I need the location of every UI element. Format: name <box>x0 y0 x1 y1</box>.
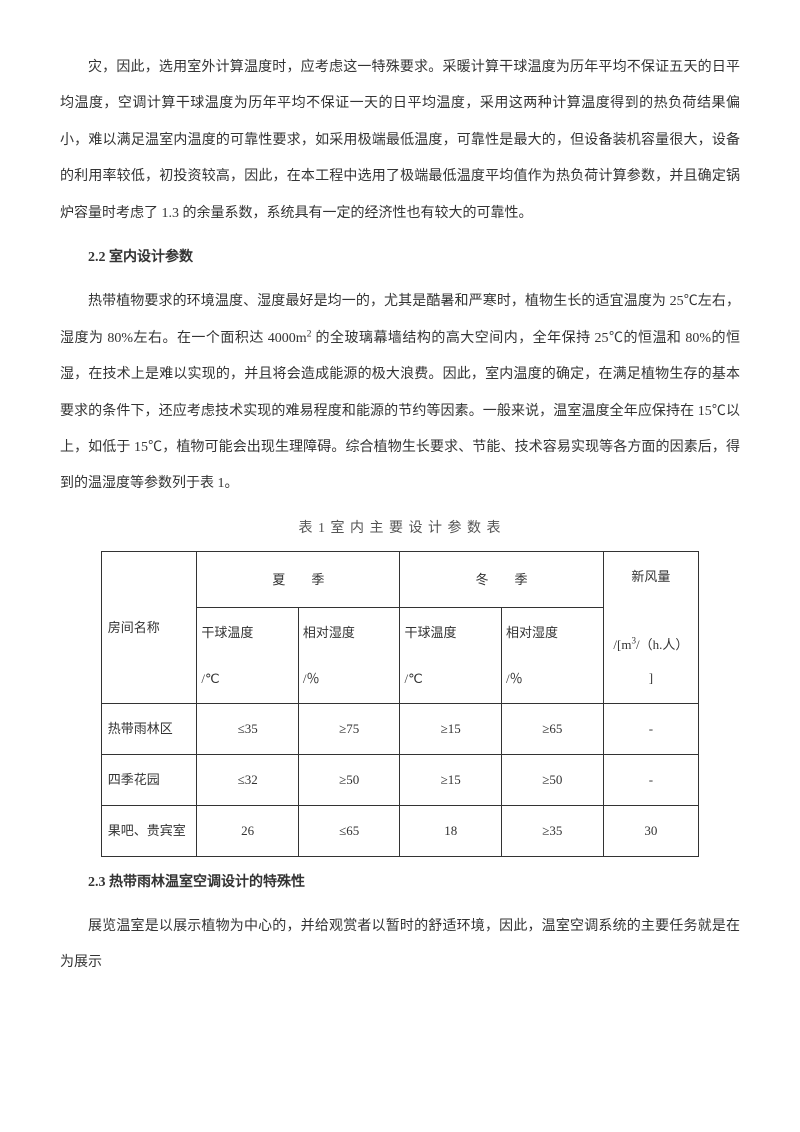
cell-srh-1: ≥50 <box>298 755 400 806</box>
fresh-air-unit-c: ] <box>649 670 653 685</box>
summer-rh-label: 相对湿度 <box>303 625 355 640</box>
para2-part-b: 的全玻璃幕墙结构的高大空间内，全年保持 25℃的恒温和 80%的恒湿，在技术上是… <box>60 331 740 492</box>
col-summer-rh: 相对湿度 /％ <box>298 608 400 704</box>
col-room: 房间名称 <box>101 552 197 704</box>
paragraph-2: 热带植物要求的环境温度、湿度最好是均一的，尤其是酷暑和严寒时，植物生长的适宜温度… <box>60 284 740 502</box>
cell-room-0: 热带雨林区 <box>101 704 197 755</box>
col-fresh-air: 新风量 /[m3/（h.人） ] <box>603 552 699 704</box>
table-row: 热带雨林区 ≤35 ≥75 ≥15 ≥65 - <box>101 704 698 755</box>
col-summer: 夏 季 <box>197 552 400 608</box>
cell-wdb-0: ≥15 <box>400 704 502 755</box>
col-winter: 冬 季 <box>400 552 603 608</box>
cell-sdb-0: ≤35 <box>197 704 299 755</box>
cell-sdb-1: ≤32 <box>197 755 299 806</box>
winter-rh-unit: /％ <box>506 671 523 686</box>
fresh-air-unit-a: /[m <box>613 637 631 652</box>
col-winter-db: 干球温度 /℃ <box>400 608 502 704</box>
col-summer-db: 干球温度 /℃ <box>197 608 299 704</box>
paragraph-1: 灾，因此，选用室外计算温度时，应考虑这一特殊要求。采暖计算干球温度为历年平均不保… <box>60 50 740 232</box>
cell-wdb-2: 18 <box>400 805 502 856</box>
fresh-air-label: 新风量 <box>631 569 670 584</box>
document-page: 灾，因此，选用室外计算温度时，应考虑这一特殊要求。采暖计算干球温度为历年平均不保… <box>0 0 800 1030</box>
paragraph-3: 展览温室是以展示植物为中心的，并给观赏者以暂时的舒适环境，因此，温室空调系统的主… <box>60 909 740 982</box>
summer-db-label: 干球温度 <box>201 625 253 640</box>
summer-db-unit: /℃ <box>201 671 219 686</box>
table-title: 表 1 室 内 主 要 设 计 参 数 表 <box>60 511 740 547</box>
winter-db-label: 干球温度 <box>404 625 456 640</box>
cell-room-1: 四季花园 <box>101 755 197 806</box>
winter-db-unit: /℃ <box>404 671 422 686</box>
cell-wdb-1: ≥15 <box>400 755 502 806</box>
table-row: 果吧、贵宾室 26 ≤65 18 ≥35 30 <box>101 805 698 856</box>
heading-2-3: 2.3 热带雨林温室空调设计的特殊性 <box>60 865 740 901</box>
table-header-row-1: 房间名称 夏 季 冬 季 新风量 /[m3/（h.人） ] <box>101 552 698 608</box>
table-row: 四季花园 ≤32 ≥50 ≥15 ≥50 - <box>101 755 698 806</box>
cell-srh-2: ≤65 <box>298 805 400 856</box>
cell-wrh-2: ≥35 <box>502 805 604 856</box>
cell-fa-0: - <box>603 704 699 755</box>
cell-srh-0: ≥75 <box>298 704 400 755</box>
col-winter-rh: 相对湿度 /％ <box>502 608 604 704</box>
cell-wrh-1: ≥50 <box>502 755 604 806</box>
heading-2-2: 2.2 室内设计参数 <box>60 240 740 276</box>
cell-fa-2: 30 <box>603 805 699 856</box>
cell-fa-1: - <box>603 755 699 806</box>
cell-sdb-2: 26 <box>197 805 299 856</box>
summer-rh-unit: /％ <box>303 671 320 686</box>
cell-room-2: 果吧、贵宾室 <box>101 805 197 856</box>
design-params-table: 房间名称 夏 季 冬 季 新风量 /[m3/（h.人） ] 干球温度 /℃ 相对… <box>101 551 699 857</box>
winter-rh-label: 相对湿度 <box>506 625 558 640</box>
fresh-air-unit-b: /（h.人） <box>636 637 688 652</box>
cell-wrh-0: ≥65 <box>502 704 604 755</box>
